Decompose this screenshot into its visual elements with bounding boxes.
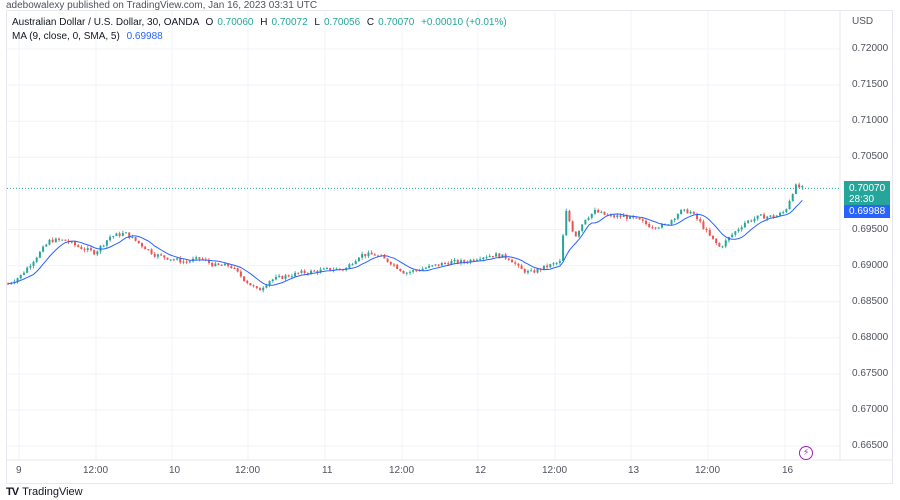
high-value: H 0.70072	[260, 17, 308, 28]
price-tick: 0.66500	[852, 440, 889, 452]
last-price-tag: 0.70070 28:30	[844, 181, 890, 206]
open-value: O 0.70060	[205, 17, 254, 28]
chart-frame	[6, 10, 893, 484]
symbol-title[interactable]: Australian Dollar / U.S. Dollar, 30, OAN…	[12, 17, 199, 28]
price-tick: 0.68000	[852, 331, 889, 343]
time-tick: 12	[475, 465, 487, 476]
time-tick: 11	[322, 465, 333, 476]
change-value: +0.00010 (+0.01%)	[421, 17, 507, 28]
price-tick: 0.67500	[852, 367, 889, 379]
price-tick: 0.69000	[852, 259, 889, 271]
price-tick: 0.71000	[852, 115, 889, 127]
alert-lightning-icon[interactable]: ⚡	[799, 446, 813, 460]
ma-value: 0.69988	[126, 31, 163, 42]
price-tick: 0.67000	[852, 404, 889, 415]
time-tick: 13	[628, 465, 640, 476]
ohlc-row: Australian Dollar / U.S. Dollar, 30, OAN…	[12, 16, 507, 30]
chart-legend: Australian Dollar / U.S. Dollar, 30, OAN…	[12, 16, 507, 44]
moving-average-line	[7, 199, 803, 286]
close-value: C 0.70070	[366, 17, 415, 28]
time-tick: 12:00	[83, 465, 109, 476]
publisher-line: adebowalexy published on TradingView.com…	[6, 0, 318, 11]
grid-lines	[7, 11, 840, 460]
price-tick: 0.72000	[852, 43, 889, 54]
price-tick: 0.70500	[852, 151, 889, 163]
time-tick: 12:00	[235, 465, 261, 476]
time-tick: 12:00	[542, 465, 568, 476]
brand-name: TradingView	[22, 486, 83, 498]
last-price-value: 0.70070	[849, 183, 886, 194]
time-tick: 16	[782, 465, 794, 476]
time-tick: 12:00	[389, 465, 415, 476]
bar-countdown: 28:30	[849, 194, 875, 205]
ma-label[interactable]: MA (9, close, 0, SMA, 5)	[12, 31, 120, 42]
tradingview-logo: TV TradingView	[6, 486, 83, 498]
price-tick: 0.68500	[852, 295, 889, 307]
time-tick: 12:00	[695, 465, 721, 476]
ma-price-tag: 0.69988	[844, 205, 890, 218]
price-tick: 0.71500	[852, 79, 889, 91]
low-value: L 0.70056	[314, 17, 361, 28]
currency-label: USD	[852, 16, 874, 27]
tradingview-logo-icon: TV	[6, 486, 19, 498]
time-tick: 10	[169, 465, 181, 476]
price-tick: 0.69500	[852, 223, 889, 235]
ma-row: MA (9, close, 0, SMA, 5) 0.69988	[12, 30, 507, 44]
time-tick: 9	[16, 465, 22, 476]
